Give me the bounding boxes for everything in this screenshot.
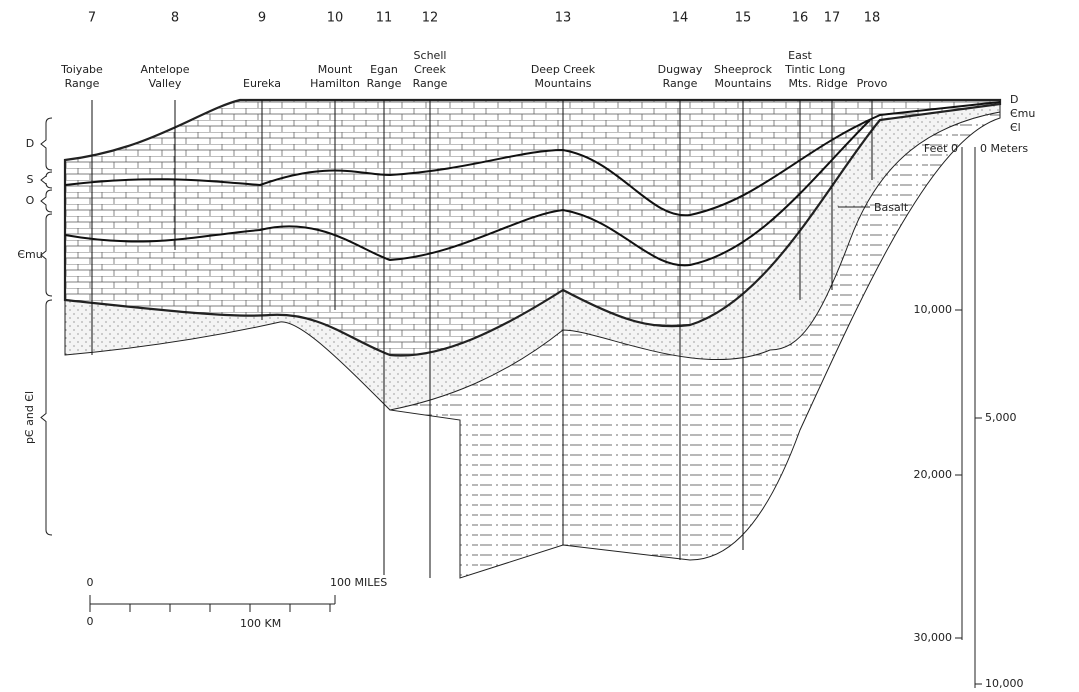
location-name: Eureka [243,77,281,90]
scale-label: 100 MILES [330,576,387,589]
unit-brace [41,172,52,188]
location-number: 14 [672,11,689,26]
unit-brace [41,190,52,212]
scale-label: 100 KM [240,617,281,630]
location-name: Provo [857,77,888,90]
basalt-label: Basalt [874,201,909,214]
location-number: 12 [422,11,439,26]
location-number: 7 [88,11,96,26]
scale-label: 0 [87,615,94,628]
location-number: 16 [792,11,809,26]
unit-label: D [1010,93,1018,106]
feet-zero: Feet 0 [924,142,958,155]
location-name: Creek [414,63,446,76]
location-number: 13 [555,11,572,26]
location-name: Ridge [816,77,848,90]
location-name: East [788,49,812,62]
location-name: Mountains [535,77,592,90]
location-name: Dugway [658,63,703,76]
location-name: Range [663,77,698,90]
meters-tick-label: 5,000 [985,411,1017,424]
location-name: Toiyabe [60,63,103,76]
unit-label: O [26,194,35,207]
location-name: Egan [370,63,398,76]
feet-tick-label: 30,000 [914,631,953,644]
location-number: 10 [327,11,344,26]
location-name: Range [65,77,100,90]
location-name: Mount [318,63,353,76]
unit-label: Єmu [1010,107,1035,120]
location-number: 9 [258,11,266,26]
scale-label: 0 [87,576,94,589]
location-number: 11 [376,11,393,26]
location-number: 17 [824,11,841,26]
feet-tick-label: 20,000 [914,468,953,481]
location-number: 8 [171,11,179,26]
location-name: Long [819,63,846,76]
unit-brace [41,300,52,535]
location-name: Deep Creek [531,63,596,76]
location-name: Sheeprock [714,63,773,76]
unit-label: Єmu [17,248,42,261]
location-name: Hamilton [310,77,360,90]
location-name: Valley [149,77,182,90]
meters-zero: 0 Meters [980,142,1028,155]
meters-tick-label: 10,000 [985,677,1024,690]
feet-tick-label: 10,000 [914,303,953,316]
location-name: Tintic [784,63,815,76]
unit-label: D [26,137,34,150]
location-name: Mountains [715,77,772,90]
unit-label: Єl [1010,121,1021,134]
location-name: Range [367,77,402,90]
cross-section: 7ToiyabeRange8AntelopeValley9Eureka10Mou… [0,0,1079,692]
location-number: 15 [735,11,752,26]
location-name: Antelope [140,63,189,76]
location-name: Schell [414,49,447,62]
unit-label: S [27,173,34,186]
unit-label: pЄ and Єl [23,391,36,444]
unit-brace [41,118,52,170]
location-number: 18 [864,11,881,26]
location-name: Mts. [788,77,811,90]
location-name: Range [413,77,448,90]
